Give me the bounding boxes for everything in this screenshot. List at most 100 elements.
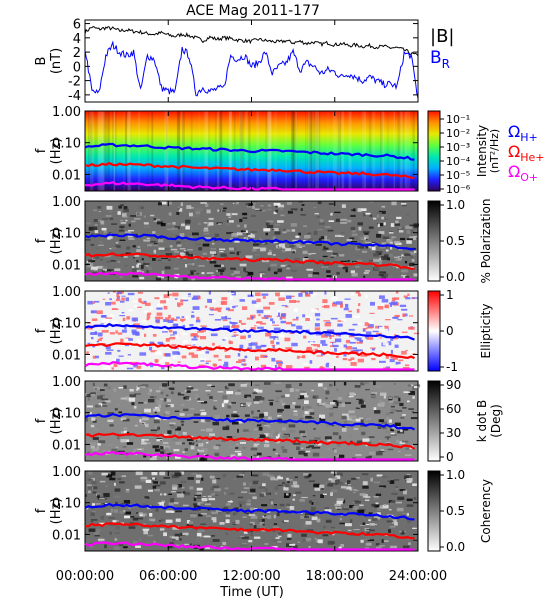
polarization-speckle (120, 222, 127, 224)
polarization-speckle (123, 254, 128, 258)
coherency-speckle (93, 486, 98, 490)
polarization-speckle (86, 265, 91, 268)
ellipticity-speckle (302, 314, 306, 318)
polarization-speckle (401, 269, 408, 273)
ellipticity-speckle (272, 345, 275, 349)
polarization-speckle (134, 218, 141, 220)
polarization-speckle (403, 253, 411, 256)
ellipticity-speckle (126, 367, 134, 370)
k-dot-b-speckle (227, 405, 232, 409)
intensity-streak (307, 111, 311, 191)
k-dot-b-speckle (390, 409, 398, 412)
coherency-speckle (311, 502, 314, 505)
coherency-speckle (403, 490, 407, 495)
polarization-speckle (187, 263, 193, 265)
ellipticity-speckle (384, 305, 389, 308)
k-dot-b-speckle (256, 416, 263, 419)
polarization-speckle (131, 220, 136, 223)
k-dot-b-speckle (277, 434, 280, 438)
coherency-speckle (336, 481, 344, 485)
k-dot-b-speckle (98, 440, 106, 444)
ellipticity-speckle (321, 306, 326, 308)
polarization-speckle (300, 208, 303, 211)
polarization-speckle (130, 215, 137, 217)
coherency-speckle (120, 503, 126, 507)
polarization-speckle (406, 240, 412, 244)
k-dot-b-speckle (197, 397, 201, 401)
k-dot-b-speckle (263, 412, 268, 416)
k-dot-b-speckle (343, 382, 347, 386)
gyrofrequency-line-O (84, 450, 415, 461)
polarization-speckle (85, 266, 88, 269)
k-dot-b-colorbar-label: k dot B (475, 400, 489, 442)
ellipticity-speckle (370, 347, 376, 349)
intensity-streak (102, 111, 105, 191)
polarization-speckle (340, 260, 348, 262)
coherency-speckle (341, 486, 346, 489)
k-dot-b-speckle (337, 397, 343, 401)
polarization-speckle (173, 267, 179, 270)
coherency-speckle (160, 481, 166, 485)
k-dot-b-speckle (162, 445, 165, 449)
intensity-streak (368, 111, 372, 191)
polarization-speckle (376, 223, 384, 227)
polarization-speckle (169, 245, 173, 248)
coherency-speckle (262, 523, 265, 526)
k-dot-b-speckle (289, 429, 296, 433)
k-dot-b-speckle (142, 439, 149, 441)
polarization-speckle (365, 241, 372, 243)
polarization-speckle (352, 261, 358, 263)
k-dot-b-speckle (107, 412, 114, 415)
polarization-speckle (388, 231, 394, 234)
ellipticity-speckle (226, 325, 230, 330)
polarization-speckle (308, 253, 312, 256)
k-dot-b-speckle (291, 417, 295, 420)
ellipticity-speckle (275, 292, 280, 297)
k-dot-b-speckle (228, 383, 235, 387)
coherency-speckle (98, 522, 106, 526)
coherency-speckle (270, 476, 275, 481)
coherency-speckle (322, 534, 329, 537)
k-dot-b-speckle (382, 426, 387, 430)
polarization-speckle (267, 267, 271, 272)
k-dot-b-speckle (157, 426, 160, 431)
intensity-streak (146, 111, 150, 191)
ellipticity-speckle (342, 349, 345, 353)
ellipticity-speckle (314, 323, 320, 327)
polarization-speckle (202, 243, 210, 247)
coherency-speckle (281, 532, 284, 537)
k-dot-b-speckle (100, 394, 105, 397)
k-dot-b-speckle (267, 416, 272, 420)
polarization-speckle (192, 232, 199, 236)
polarization-speckle (246, 233, 251, 235)
ellipticity-speckle (210, 309, 214, 311)
coherency-speckle (229, 492, 235, 495)
ellipticity-speckle (137, 340, 141, 343)
polarization-speckle (153, 249, 157, 254)
polarization-speckle (364, 270, 371, 272)
k-dot-b-speckle (405, 447, 413, 450)
polarization-speckle (195, 243, 202, 246)
polarization-speckle (303, 240, 309, 242)
k-dot-b-speckle (231, 402, 236, 404)
polarization-speckle (407, 229, 414, 234)
ellipticity-speckle (228, 309, 234, 312)
polarization-speckle (217, 223, 223, 225)
ellipticity-speckle (191, 354, 198, 358)
ellipticity-speckle (256, 309, 264, 314)
k-dot-b-speckle (125, 456, 130, 459)
coherency-speckle (209, 475, 215, 479)
ellipticity-speckle (323, 320, 330, 322)
polarization-speckle (396, 216, 402, 220)
ellipticity-speckle (356, 337, 362, 341)
ellipticity-speckle (154, 316, 161, 319)
coherency-speckle (353, 500, 359, 502)
coherency-speckle (175, 518, 181, 522)
coherency-speckle (219, 522, 225, 525)
ellipticity-speckle (278, 334, 285, 338)
ellipticity-speckle (272, 324, 279, 326)
ellipticity-speckle (89, 332, 93, 335)
k-dot-b-speckle (299, 383, 303, 387)
coherency-speckle (217, 512, 222, 514)
